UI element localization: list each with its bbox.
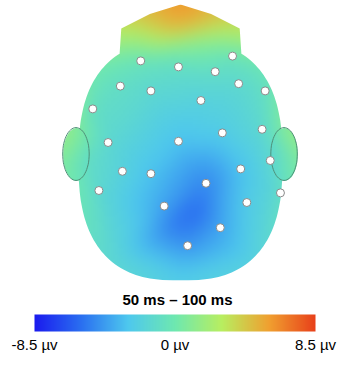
svg-text:0 µv: 0 µv: [161, 336, 190, 353]
svg-text:8.5 µv: 8.5 µv: [295, 336, 337, 353]
html-text:50 ms – 100 ms: 50 ms – 100 ms: [122, 291, 233, 308]
svg-text:-8.5 µv: -8.5 µv: [11, 336, 58, 353]
